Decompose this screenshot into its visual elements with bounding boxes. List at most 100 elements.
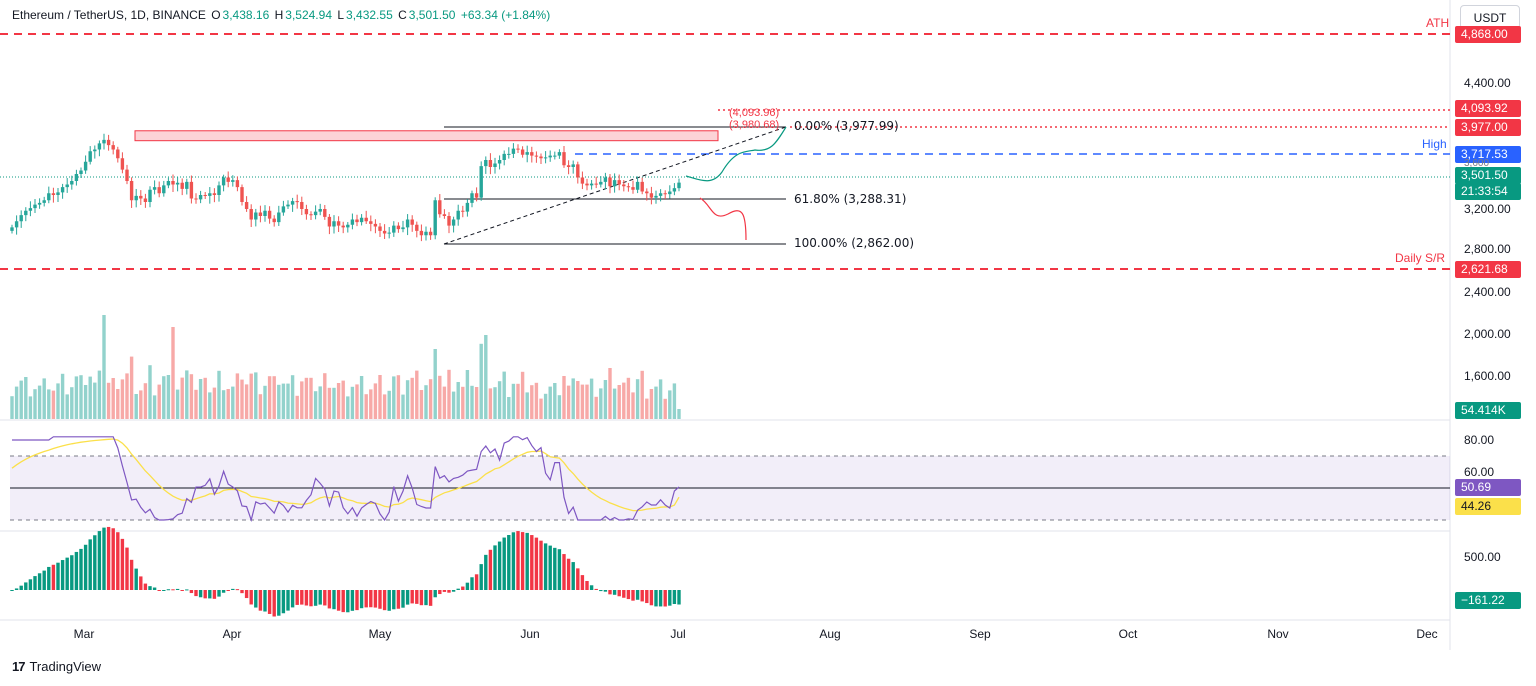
macd-bar	[484, 554, 488, 590]
volume-bar	[539, 398, 543, 419]
candle-body	[516, 148, 520, 150]
volume-bar	[97, 370, 102, 419]
candle-body	[539, 156, 543, 159]
candle-body	[442, 214, 447, 216]
month-may: May	[368, 627, 392, 641]
macd-bar	[267, 590, 272, 614]
volume-bar	[589, 378, 594, 419]
volume-bar	[612, 388, 617, 419]
candle-body	[83, 161, 88, 171]
candle-body	[415, 224, 419, 231]
volume-bar	[346, 396, 350, 419]
volume-bar	[442, 386, 447, 419]
macd-bar	[635, 590, 640, 600]
volume-bar	[387, 390, 391, 419]
volume-bar	[203, 377, 207, 419]
macd-bar	[599, 590, 603, 592]
macd-bar	[465, 582, 470, 590]
month-nov: Nov	[1267, 627, 1289, 641]
zone-bottom-label: (3,980.68)	[729, 119, 780, 131]
macd-bar	[530, 535, 534, 590]
candle-body	[401, 227, 405, 230]
volume-bar	[428, 379, 433, 419]
macd-bar	[327, 590, 332, 609]
volume-bar	[318, 386, 322, 419]
tradingview-brand[interactable]: 17 TradingView	[12, 659, 101, 674]
volume-bar	[622, 382, 626, 419]
candle-body	[198, 195, 203, 200]
volume-bar	[125, 373, 129, 419]
macd-bar	[447, 590, 451, 593]
macd-bar	[116, 532, 120, 590]
macd-bar	[277, 590, 281, 616]
volume-bar	[221, 390, 226, 419]
fib-trend-line	[443, 126, 787, 245]
volume-bar	[24, 377, 28, 419]
macd-bar	[488, 549, 493, 590]
macd-bar	[143, 583, 148, 590]
candle-body	[369, 221, 373, 224]
price-tick-3200: 3,200.00	[1464, 202, 1511, 216]
candle-body	[359, 217, 364, 223]
volume-bar	[244, 384, 249, 419]
candle-body	[74, 174, 79, 181]
candle-body	[171, 181, 175, 185]
resistance-zone	[134, 130, 719, 142]
candle-body	[373, 223, 378, 227]
candle-body	[189, 181, 194, 199]
macd-bar	[102, 527, 106, 590]
macd-bar	[111, 528, 115, 590]
macd-bar	[359, 590, 364, 609]
month-mar: Mar	[73, 627, 95, 641]
volume-bar	[272, 376, 276, 419]
volume-bar	[217, 370, 221, 419]
volume-bar	[240, 379, 244, 419]
candle-body	[645, 191, 649, 194]
change-value: +63.34 (+1.84%)	[460, 8, 551, 22]
candle-body	[396, 225, 401, 230]
volume-bar	[451, 391, 456, 419]
candle-body	[97, 143, 102, 150]
macd-bar	[198, 590, 203, 598]
macd-bar	[585, 581, 589, 590]
candle-body	[185, 181, 189, 189]
macd-bar	[60, 560, 65, 590]
rsi-value-tag: 50.69	[1455, 479, 1521, 496]
macd-bar	[396, 590, 401, 609]
ath-price-tag: 4,868.00	[1455, 26, 1521, 43]
candle-body	[102, 139, 106, 144]
high-label: High	[1422, 137, 1447, 151]
macd-bar	[83, 544, 88, 590]
volume-bar	[93, 382, 97, 419]
candle-body	[33, 204, 37, 209]
volume-bar	[226, 389, 230, 419]
macd-bar	[594, 588, 598, 590]
symbol-legend: Ethereum / TetherUS, 1D, BINANCE O 3,438.…	[12, 8, 552, 22]
volume-bar	[106, 382, 111, 419]
volume-bar	[668, 390, 672, 419]
volume-bar	[286, 383, 290, 419]
candle-body	[658, 193, 663, 196]
candle-body	[162, 185, 166, 194]
fib-100-label: 100.00% (2,862.00)	[794, 236, 915, 250]
candle-body	[272, 218, 276, 223]
candle-body	[562, 152, 566, 166]
volume-bar	[102, 315, 106, 419]
currency-button[interactable]: USDT	[1460, 5, 1520, 29]
volume-bar	[290, 375, 295, 419]
volume-bar	[162, 376, 166, 419]
volume-bar	[281, 383, 286, 419]
volume-bar	[543, 393, 548, 419]
volume-bar	[553, 383, 557, 419]
macd-bar	[658, 590, 663, 607]
candle-body	[194, 198, 198, 200]
volume-bar	[571, 378, 575, 419]
candle-body	[157, 187, 161, 194]
candle-body	[534, 155, 539, 157]
month-aug: Aug	[819, 627, 841, 641]
macd-bar	[387, 590, 391, 611]
candle-body	[263, 210, 267, 216]
macd-bar	[300, 590, 304, 605]
candle-body	[134, 195, 138, 201]
